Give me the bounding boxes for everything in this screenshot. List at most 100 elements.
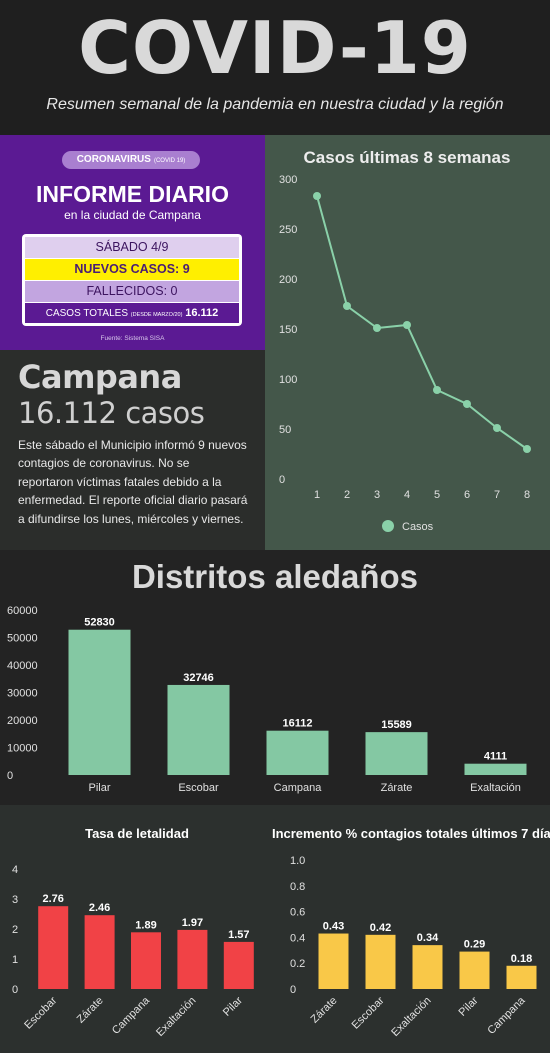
data-label: 4111	[484, 751, 507, 763]
y-tick-label: 0.6	[290, 907, 305, 919]
x-tick-label: Escobar	[178, 782, 219, 794]
campana-text: Este sábado el Municipio informó 9 nuevo…	[18, 438, 248, 526]
coronavirus-badge: CORONAVIRUS (COVID 19)	[62, 151, 200, 169]
page-title: COVID-19	[78, 6, 472, 90]
bar	[365, 732, 428, 775]
campana-title: Campana	[18, 358, 182, 396]
x-tick-label: 5	[434, 489, 440, 501]
data-point	[373, 324, 381, 332]
y-tick-label: 2	[12, 924, 18, 936]
report-total-cases: CASOS TOTALES (DESDE MARZO/20) 16.112	[25, 303, 239, 323]
report-title: INFORME DIARIO	[36, 181, 229, 207]
data-point	[433, 386, 441, 394]
x-tick-label: 7	[494, 489, 500, 501]
data-point	[313, 192, 321, 200]
data-label: 0.29	[464, 939, 485, 951]
y-tick-label: 50	[279, 424, 291, 436]
data-label: 32746	[183, 672, 214, 684]
y-tick-label: 4	[12, 864, 18, 876]
bottom-panel: Tasa de letalidad 0 1 2 3 4 2.76 Escobar 2.46 Zár…	[0, 805, 550, 1053]
bar	[167, 684, 230, 775]
bar-chart-title: Distritos aledaños	[132, 558, 418, 595]
x-tick-label: Pilar	[88, 782, 110, 794]
y-tick-label: 300	[279, 174, 297, 186]
bar	[223, 941, 254, 989]
daily-report-panel: CORONAVIRUS (COVID 19) INFORME DIARIO en …	[0, 135, 265, 350]
x-tick-label: Campana	[110, 994, 153, 1037]
report-source: Fuente: Sistema SISA	[100, 335, 165, 342]
x-tick-label: Exaltación	[154, 995, 198, 1039]
x-tick-label: Exaltación	[389, 995, 433, 1039]
header: COVID-19 Resumen semanal de la pandemia …	[0, 0, 550, 135]
bar	[459, 951, 490, 989]
report-new-cases: NUEVOS CASOS: 9	[25, 259, 239, 280]
report-card: SÁBADO 4/9 NUEVOS CASOS: 9 FALLECIDOS: 0…	[22, 234, 242, 326]
x-tick-label: Campana	[274, 782, 323, 794]
x-tick-label: 1	[314, 489, 320, 501]
weekly-cases-chart: Casos últimas 8 semanas 0 50 100 150 200 250 30…	[279, 148, 531, 533]
y-tick-label: 0	[12, 984, 18, 996]
x-tick-label: 8	[524, 489, 530, 501]
data-label: 52830	[84, 617, 115, 629]
y-tick-label: 0	[7, 770, 13, 782]
legend-label: Casos	[402, 521, 434, 533]
bar	[506, 965, 537, 989]
districts-chart: Distritos aledaños 0 10000 20000 30000 40000 5…	[7, 558, 527, 794]
data-label: 1.89	[135, 919, 156, 931]
bar	[412, 945, 443, 989]
y-tick-label: 100	[279, 374, 297, 386]
y-tick-label: 0.8	[290, 881, 305, 893]
bar	[68, 629, 131, 775]
data-label: 15589	[381, 719, 412, 731]
y-tick-label: 1	[12, 954, 18, 966]
y-tick-label: 1.0	[290, 855, 305, 867]
bar	[131, 932, 161, 989]
campana-summary: Campana 16.112 casos Este sábado el Muni…	[0, 350, 265, 550]
data-point	[523, 445, 531, 453]
bar	[365, 934, 396, 989]
x-tick-label: Zárate	[381, 782, 413, 794]
bar	[177, 929, 208, 989]
x-tick-label: Escobar	[22, 994, 59, 1031]
bottom-charts: Tasa de letalidad 0 1 2 3 4 2.76 Escobar 2.46 Zár…	[12, 826, 550, 1039]
weekly-cases-panel: Casos últimas 8 semanas 0 50 100 150 200 250 30…	[265, 135, 550, 550]
data-point	[343, 302, 351, 310]
y-tick-label: 0	[279, 474, 285, 486]
x-tick-label: Pilar	[221, 994, 245, 1018]
report-deaths: FALLECIDOS: 0	[25, 281, 239, 302]
y-tick-label: 0	[290, 984, 296, 996]
y-tick-label: 50000	[7, 633, 38, 645]
page-subtitle: Resumen semanal de la pandemia en nuestr…	[46, 96, 504, 113]
campana-cases: 16.112 casos	[18, 396, 205, 430]
x-tick-label: Zárate	[309, 995, 340, 1026]
data-label: 0.43	[323, 921, 344, 933]
x-tick-label: 6	[464, 489, 470, 501]
x-tick-label: Escobar	[350, 994, 387, 1031]
bar-chart-title: Tasa de letalidad	[85, 826, 189, 841]
data-point	[493, 424, 501, 432]
bar	[38, 906, 69, 989]
y-tick-label: 40000	[7, 660, 38, 672]
y-tick-label: 0.2	[290, 958, 305, 970]
bar	[266, 730, 329, 775]
y-tick-label: 60000	[7, 605, 38, 617]
y-tick-label: 0.4	[290, 932, 305, 944]
y-tick-label: 30000	[7, 688, 38, 700]
data-label: 0.34	[417, 932, 439, 944]
districts-panel: Distritos aledaños 0 10000 20000 30000 40000 5…	[0, 550, 550, 805]
series-line	[316, 195, 528, 450]
report-subtitle: en la ciudad de Campana	[64, 208, 201, 222]
bar-chart-title: Incremento % contagios totales últimos 7…	[272, 826, 550, 841]
y-tick-label: 3	[12, 894, 18, 906]
report-day: SÁBADO 4/9	[25, 237, 239, 258]
line-chart-title: Casos últimas 8 semanas	[304, 148, 511, 167]
data-label: 2.76	[42, 893, 63, 905]
bar	[464, 763, 527, 775]
data-label: 16112	[283, 718, 313, 730]
bar	[84, 915, 115, 989]
y-tick-label: 150	[279, 324, 297, 336]
data-point	[403, 321, 411, 329]
x-tick-label: Pilar	[457, 994, 481, 1018]
data-label: 2.46	[89, 902, 110, 914]
